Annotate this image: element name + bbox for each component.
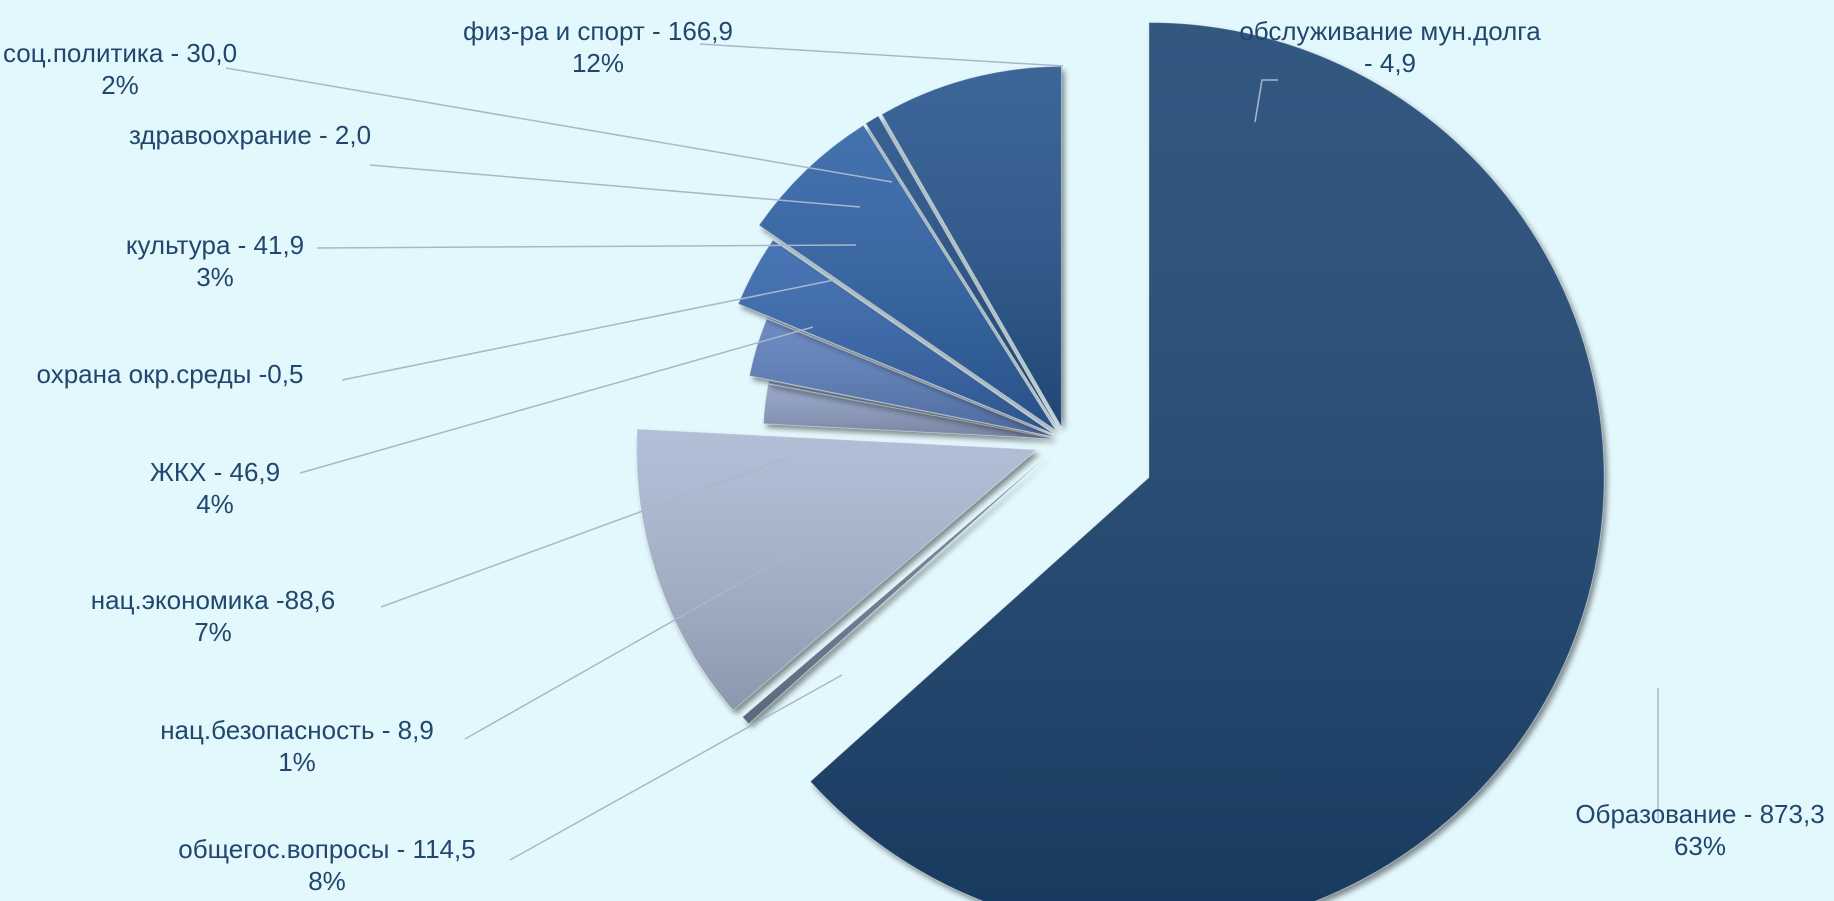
slice-label: Образование - 873,3 [1575,799,1824,829]
slice-percent-label: 1% [278,747,316,777]
pie-slice-shading [766,317,1054,436]
slice-label-line2: - 4,9 [1364,48,1416,78]
slice-percent-label: 8% [308,866,346,896]
pie-slice-shading [881,66,1062,427]
pie-slice-shading [742,456,1047,724]
slice-label: культура - 41,9 [126,230,304,260]
leader-lines [225,43,1659,861]
slice-label: здравоохрание - 2,0 [129,120,371,150]
leader-line [316,244,857,249]
leader-line [509,674,843,861]
leader-line [225,67,893,183]
pie-slice-shading [738,240,1053,434]
slice-label: соц.политика - 30,0 [3,38,237,68]
pie-slice-нац-экономика-88-6 [758,124,1056,431]
leader-line [1254,79,1278,123]
slice-label: охрана окр.среды -0,5 [37,359,304,389]
pie-slice-shading [763,384,1054,439]
leader-line [369,164,861,208]
pie-slice-shading [749,319,1054,437]
pie-slice-общегос-вопросы-114-5 [881,65,1062,429]
leader-line [380,457,788,608]
pie-slice-нац-безопасность-8-9 [865,115,1059,429]
slice-label: нац.экономика -88,6 [91,585,335,615]
slice-label: общегос.вопросы - 114,5 [178,834,475,864]
slice-percent-label: 2% [101,70,139,100]
slice-label: нац.безопасность - 8,9 [160,715,434,745]
pie-slice-здравоохрание-2-0 [767,380,1054,439]
pie-slice-соц-политика-30-0 [762,383,1054,440]
pie-slice-shading [636,429,1037,711]
pie-slice-жкх-46-9 [737,239,1053,434]
pie-slice-физ-ра-и-спорт-166-9 [636,428,1038,711]
slice-percent-label: 12% [572,48,624,78]
pie-slice-культура-41-9 [748,318,1054,438]
pie-slices [636,21,1605,901]
slice-percent-label: 3% [196,262,234,292]
leader-line [341,279,835,381]
slice-percent-label: 7% [194,617,232,647]
pie-slice-обслуживание-мун-долга [741,456,1047,725]
pie-slice-охрана-окр-среды-0-5 [766,316,1055,436]
slice-label: ЖКХ - 46,9 [150,457,280,487]
pie-slice-shading [810,22,1604,901]
slice-percent-label: 4% [196,489,234,519]
leader-line [299,326,814,474]
pie-slice-образование-873-3 [809,21,1605,901]
pie-slice-shading [768,380,1054,438]
leader-line [699,43,1064,67]
slice-label: обслуживание мун.долга [1239,16,1541,46]
pie-slice-shading [759,125,1056,430]
slice-percent-label: 63% [1674,831,1726,861]
slice-labels: Образование - 873,363% обслуживание мун.д… [3,16,1825,896]
slice-label: физ-ра и спорт - 166,9 [463,16,733,46]
leader-line [464,549,799,740]
pie-slice-shading [865,115,1058,429]
